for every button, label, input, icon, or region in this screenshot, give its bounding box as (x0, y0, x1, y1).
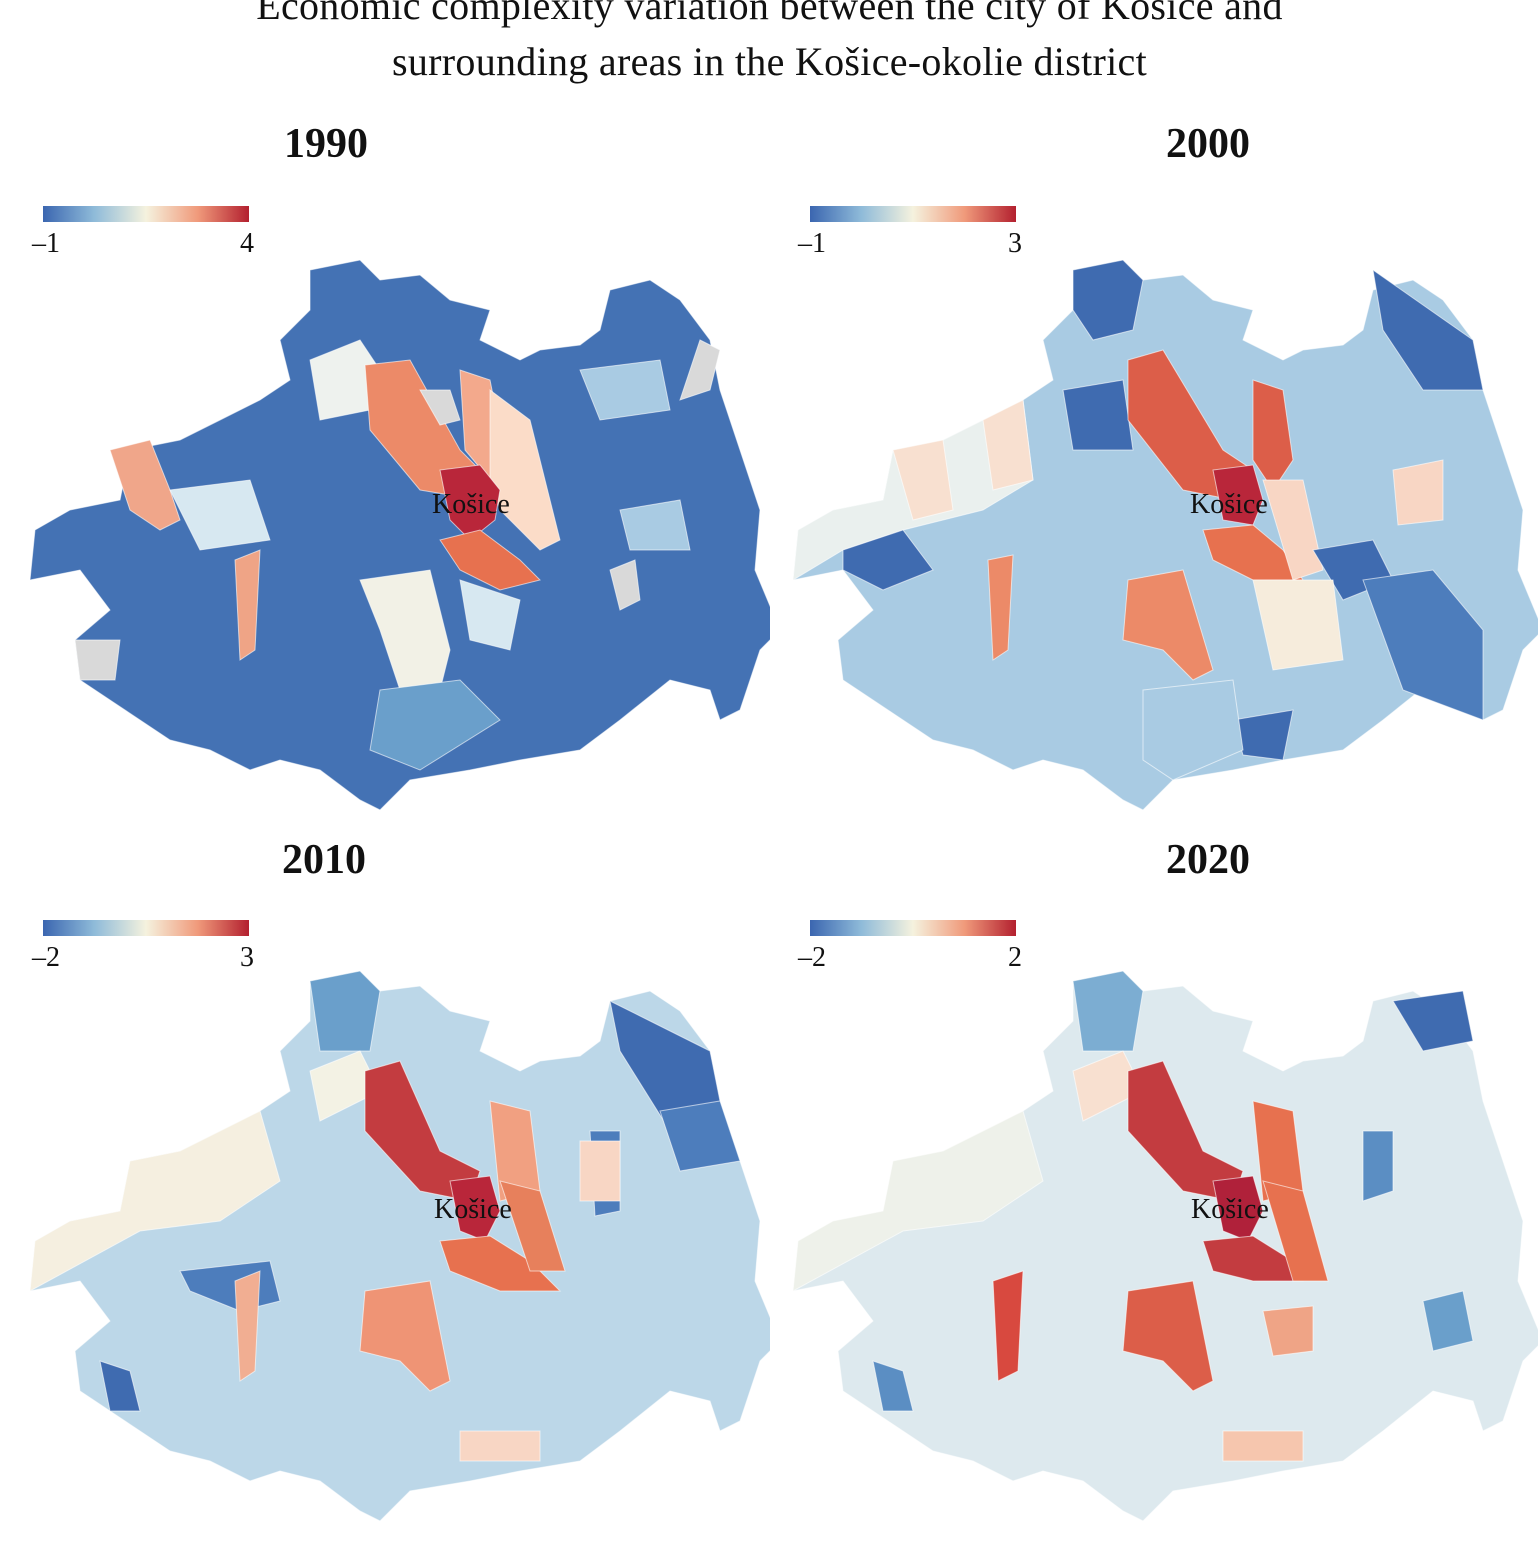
city-label-kosice: Košice (1191, 1194, 1269, 1225)
colorbar-max-label: 3 (1008, 228, 1022, 259)
panel-title: 2000 (1166, 121, 1250, 167)
choropleth-map: Košice (29, 259, 770, 811)
colorbar (43, 206, 249, 222)
colorbar (43, 920, 249, 936)
colorbar-max-label: 2 (1008, 942, 1022, 973)
figure-title-line1: Economic complexity variation between th… (256, 0, 1283, 28)
city-label-kosice: Košice (434, 1194, 512, 1225)
colorbar (810, 920, 1016, 936)
colorbar-min-label: –1 (798, 228, 826, 259)
map-panel-2010: 2010 –2 3 Košice (0, 836, 770, 1551)
panel-title: 1990 (284, 121, 368, 167)
colorbar (810, 206, 1016, 222)
figure-title-line2: surrounding areas in the Košice-okolie d… (391, 39, 1148, 84)
colorbar-min-label: –2 (32, 942, 60, 973)
panel-title: 2010 (282, 837, 366, 883)
colorbar-max-label: 3 (240, 942, 254, 973)
map-panel-2000: 2000 –1 3 Košice (768, 120, 1538, 835)
choropleth-map: Košice (792, 259, 1538, 811)
map-panel-2020: 2020 –2 2 Košice (768, 836, 1538, 1551)
colorbar-min-label: –2 (798, 942, 826, 973)
city-label-kosice: Košice (1190, 489, 1268, 520)
city-label-kosice: Košice (432, 489, 510, 520)
choropleth-map: Košice (29, 970, 770, 1522)
choropleth-map: Košice (792, 970, 1538, 1522)
panel-title: 2020 (1166, 837, 1250, 883)
colorbar-max-label: 4 (240, 228, 254, 259)
figure-title: Economic complexity variation between th… (0, 0, 1539, 90)
colorbar-min-label: –1 (32, 228, 60, 259)
map-panel-1990: 1990 –1 4 Košice (0, 120, 770, 835)
